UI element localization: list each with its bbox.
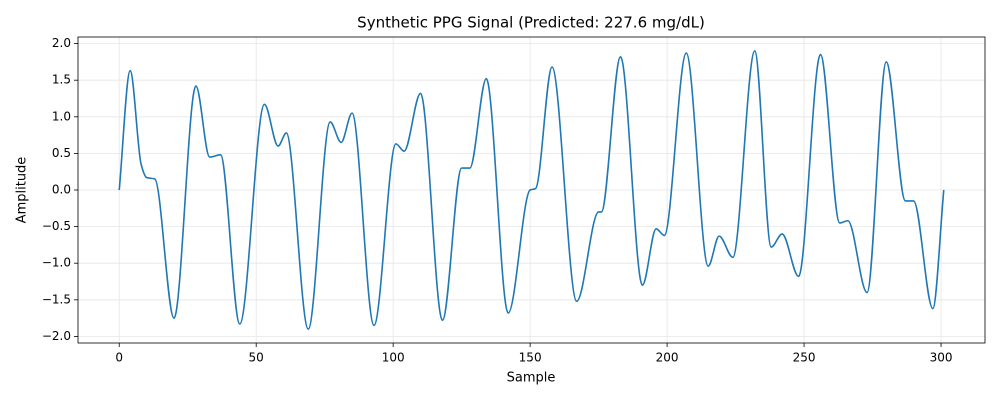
y-tick-label: −0.5 <box>42 219 71 233</box>
y-tick-label: 0.0 <box>52 183 71 197</box>
y-tick-label: 1.0 <box>52 109 71 123</box>
x-tick-label: 50 <box>249 351 264 365</box>
y-axis-label: Amplitude <box>15 157 30 224</box>
x-tick-label: 150 <box>519 351 542 365</box>
line-series <box>118 50 945 330</box>
y-tick-label: 0.5 <box>52 146 71 160</box>
x-tick-label: 100 <box>382 351 405 365</box>
y-tick-label: −1.0 <box>42 256 71 270</box>
x-tick-label: 300 <box>930 351 953 365</box>
y-tick-label: −2.0 <box>42 329 71 343</box>
x-tick-label: 200 <box>656 351 679 365</box>
chart-title: Synthetic PPG Signal (Predicted: 227.6 m… <box>357 14 705 32</box>
x-axis-label: Sample <box>507 371 556 386</box>
y-tick-label: 2.0 <box>52 36 71 50</box>
plot-frame <box>77 36 986 344</box>
x-tick-label: 250 <box>793 351 816 365</box>
y-tick-label: −1.5 <box>42 292 71 306</box>
x-tick-label: 0 <box>115 351 123 365</box>
y-tick-label: 1.5 <box>52 73 71 87</box>
